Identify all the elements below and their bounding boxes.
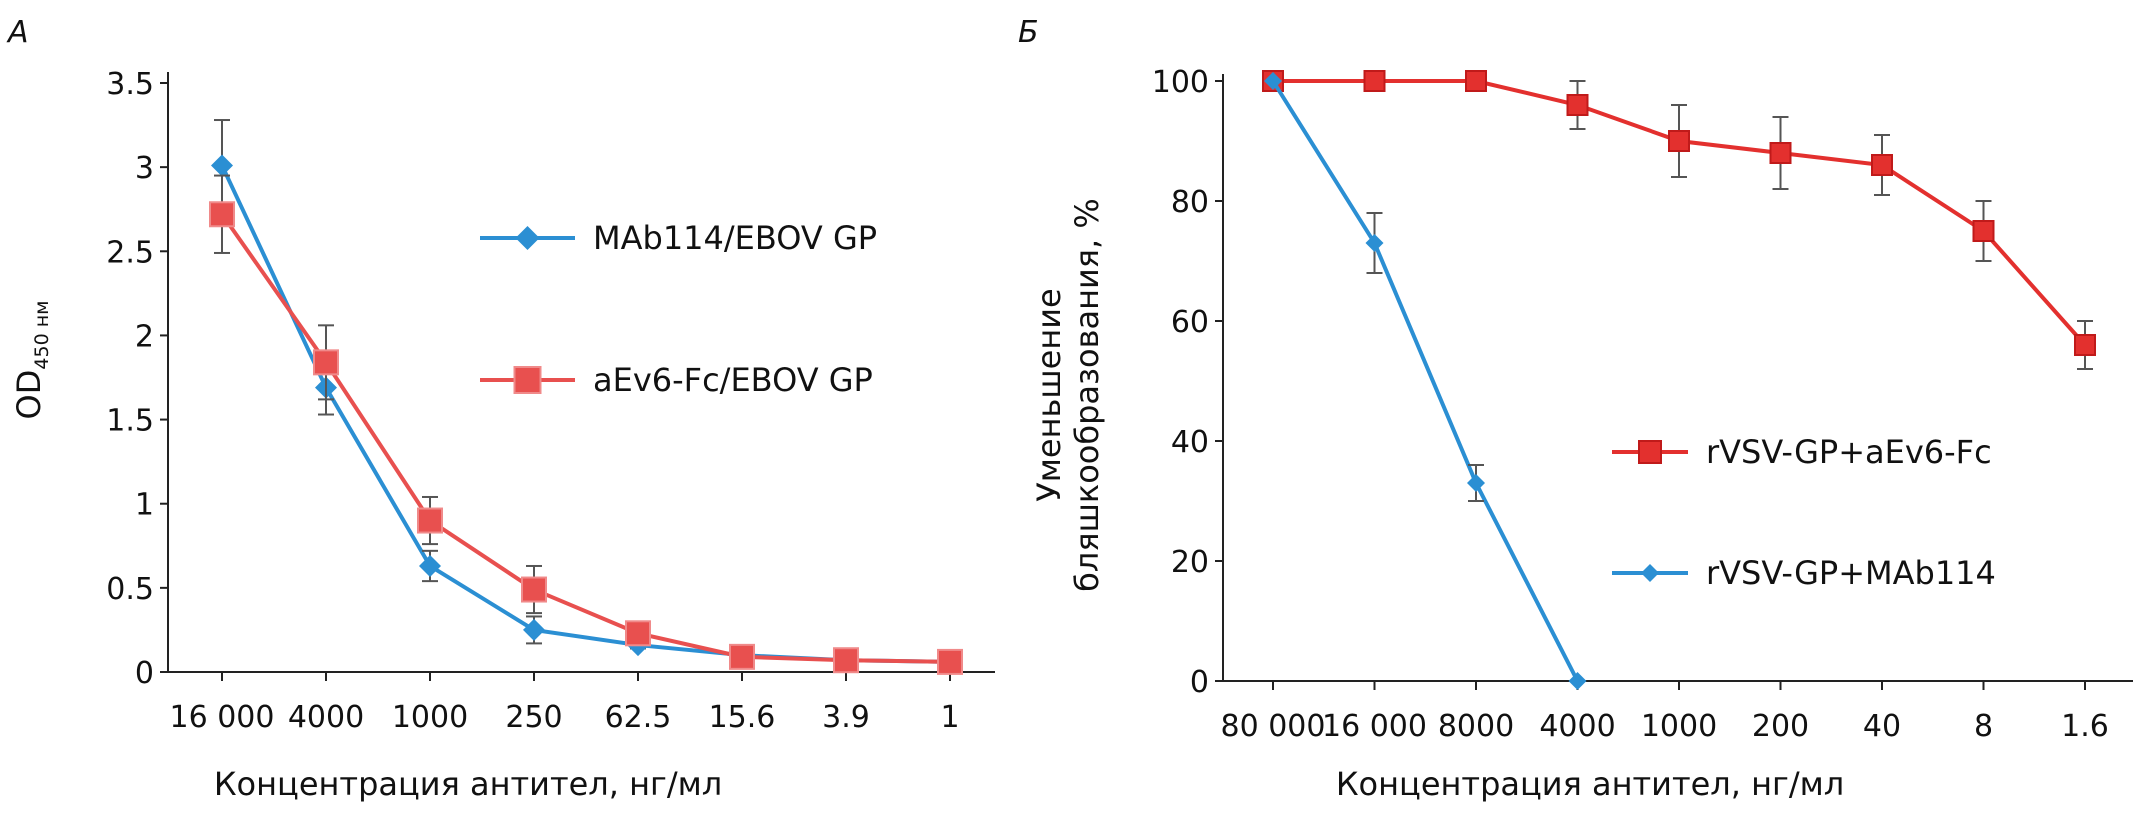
panel-a-series-blue-point [419, 554, 441, 577]
panel-a-series-blue-point [211, 154, 233, 177]
panel-b-x-axis-title: Концентрация антител, нг/мл [1336, 765, 1844, 803]
panel-a-x-tick-label: 15.6 [709, 700, 776, 735]
panel-a-y-tick-label: 0 [135, 656, 154, 691]
panel-a-series-red-point [729, 643, 755, 670]
panel-a-series-red-point [209, 201, 235, 228]
panel-a-x-tick-label: 250 [505, 700, 562, 735]
panel-b-series-red-point [1668, 130, 1690, 152]
panel-b-series-red-point [2074, 334, 2096, 356]
panel-a-y-tick-label: 1.5 [106, 404, 154, 439]
panel-b-y-tick-label: 0 [1190, 665, 1209, 700]
panel-b-x-tick-label: 1.6 [2061, 709, 2109, 744]
panel-b-x-tick-label: 8 [1974, 709, 1993, 744]
panel-b-y-axis-title: Уменьшение бляшкообразования, % [1030, 198, 1106, 592]
panel-b-y-title-line2: бляшкообразования, % [1068, 198, 1106, 592]
panel-a-y-tick-label: 2.5 [106, 235, 154, 270]
panel-a-y-tick-label: 3 [135, 151, 154, 186]
panel-b-series-blue-line [1271, 79, 1580, 682]
panel-a-x-tick-label: 16 000 [170, 700, 275, 735]
panel-b-series-blue-point [1264, 72, 1282, 90]
panel-b-series-red-point [1566, 94, 1589, 116]
panel-a-x-tick-label: 4000 [288, 700, 364, 735]
panel-b-y-title-line1: Уменьшение [1030, 288, 1068, 501]
panel-b-y-tick-label: 20 [1171, 545, 1209, 580]
panel-a-y-tick-label: 0.5 [106, 572, 154, 607]
panel-b-y-tick-label: 40 [1171, 425, 1209, 460]
panel-a-y-tick-label: 3.5 [106, 67, 154, 102]
panel-a-series-red-legend-label: aEv6-Fc/EBOV GP [593, 361, 873, 399]
panel-a-series-red-point [521, 576, 547, 603]
panel-b-letter: Б [1018, 15, 1039, 50]
panel-a-y-tick-label: 1 [135, 488, 154, 523]
panel-b-x-tick-label: 1000 [1641, 709, 1717, 744]
panel-b-series-blue-legend-marker [1641, 564, 1659, 582]
panel-b-series-red-point [1871, 154, 1893, 176]
panel-b-x-tick-label: 200 [1752, 709, 1809, 744]
panel-b-series-red-point [1363, 70, 1386, 92]
svg-text:OD450 нм: OD450 нм [10, 301, 53, 420]
panel-a-x-tick-label: 1 [940, 700, 959, 735]
panel-b-y-tick-label: 100 [1152, 65, 1209, 100]
panel-a-plot: 0 0.5 1 1.5 2 2.5 3 3.5 16 000 4000 1000 250 62.5 15.… [106, 67, 995, 735]
panel-b-x-tick-label: 16 000 [1322, 709, 1427, 744]
panel-a-series-red-point [937, 648, 963, 675]
panel-b-series-red-point [1769, 142, 1792, 164]
panel-a-series-red-point [417, 507, 443, 534]
panel-b-x-tick-label: 8000 [1438, 709, 1514, 744]
panel-b-series-red-point [1465, 70, 1487, 92]
panel-a-series-blue-legend-marker [515, 226, 540, 250]
panel-a-series-red-point [833, 647, 859, 674]
panel-b-series-blue-point [1568, 672, 1587, 690]
panel-a-x-tick-label: 3.9 [822, 700, 870, 735]
panel-b-x-tick-label: 80 000 [1221, 709, 1326, 744]
panel-b-series-blue-point [1467, 474, 1485, 492]
panel-a-y-title-main: OD [10, 370, 48, 420]
panel-a-series-red-point [625, 620, 651, 647]
panel-b-y-tick-label: 60 [1171, 305, 1209, 340]
panel-a-x-tick-label: 1000 [392, 700, 468, 735]
panel-b-series-red-point [1972, 220, 1995, 242]
panel-b-x-tick-label: 4000 [1539, 709, 1615, 744]
panel-b-x-tick-label: 40 [1863, 709, 1901, 744]
panel-b-series-blue-point [1365, 234, 1384, 252]
panel-b-series-red-legend-label: rVSV-GP+aEv6-Fc [1706, 433, 1992, 471]
panel-a-series-red-point [313, 349, 339, 376]
panel-a-series-blue-point [523, 618, 545, 641]
panel-a-letter: А [6, 15, 29, 50]
panel-a-x-tick-label: 62.5 [605, 700, 672, 735]
panel-a-y-axis-title: OD450 нм [10, 301, 53, 420]
panel-a-y-tick-label: 2 [135, 319, 154, 354]
panel-a-series-red-legend-marker [513, 366, 542, 394]
panel-a-series-blue-legend-label: MAb114/EBOV GP [593, 219, 877, 257]
panel-a-x-axis-title: Концентрация антител, нг/мл [214, 765, 722, 803]
panel-b-series-red-legend-marker [1638, 440, 1662, 464]
panel-b-y-tick-label: 80 [1171, 185, 1209, 220]
panel-a-series-red-line [220, 213, 951, 664]
panel-a-y-title-sub: 450 нм [31, 301, 53, 370]
panel-b-series-blue-legend-label: rVSV-GP+MAb114 [1706, 554, 1996, 592]
